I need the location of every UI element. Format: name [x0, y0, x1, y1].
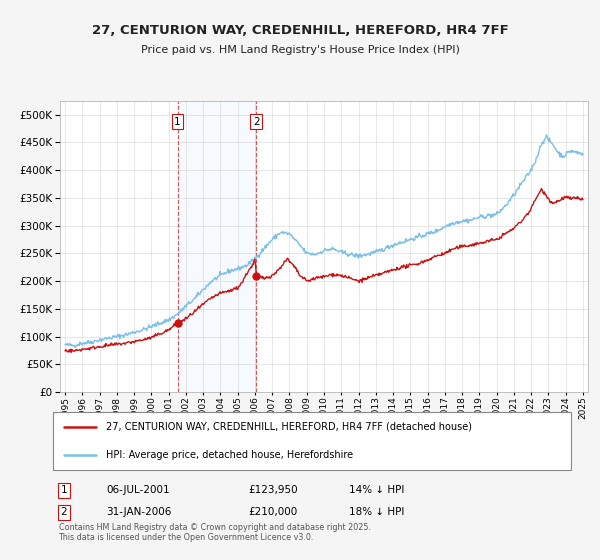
Text: 14% ↓ HPI: 14% ↓ HPI — [349, 486, 404, 496]
Text: 27, CENTURION WAY, CREDENHILL, HEREFORD, HR4 7FF: 27, CENTURION WAY, CREDENHILL, HEREFORD,… — [92, 24, 508, 38]
Text: 2: 2 — [61, 507, 67, 517]
Text: 27, CENTURION WAY, CREDENHILL, HEREFORD, HR4 7FF (detached house): 27, CENTURION WAY, CREDENHILL, HEREFORD,… — [106, 422, 472, 432]
Text: Contains HM Land Registry data © Crown copyright and database right 2025.
This d: Contains HM Land Registry data © Crown c… — [59, 522, 371, 542]
Text: 2: 2 — [253, 117, 260, 127]
Bar — [178, 101, 256, 392]
Text: 31-JAN-2006: 31-JAN-2006 — [106, 507, 172, 517]
Text: Price paid vs. HM Land Registry's House Price Index (HPI): Price paid vs. HM Land Registry's House … — [140, 45, 460, 55]
Text: 1: 1 — [61, 486, 67, 496]
Text: £210,000: £210,000 — [248, 507, 298, 517]
Text: £123,950: £123,950 — [248, 486, 298, 496]
Text: 06-JUL-2001: 06-JUL-2001 — [106, 486, 170, 496]
Text: 18% ↓ HPI: 18% ↓ HPI — [349, 507, 404, 517]
Text: HPI: Average price, detached house, Herefordshire: HPI: Average price, detached house, Here… — [106, 450, 353, 460]
FancyBboxPatch shape — [53, 412, 571, 470]
Text: 1: 1 — [174, 117, 181, 127]
